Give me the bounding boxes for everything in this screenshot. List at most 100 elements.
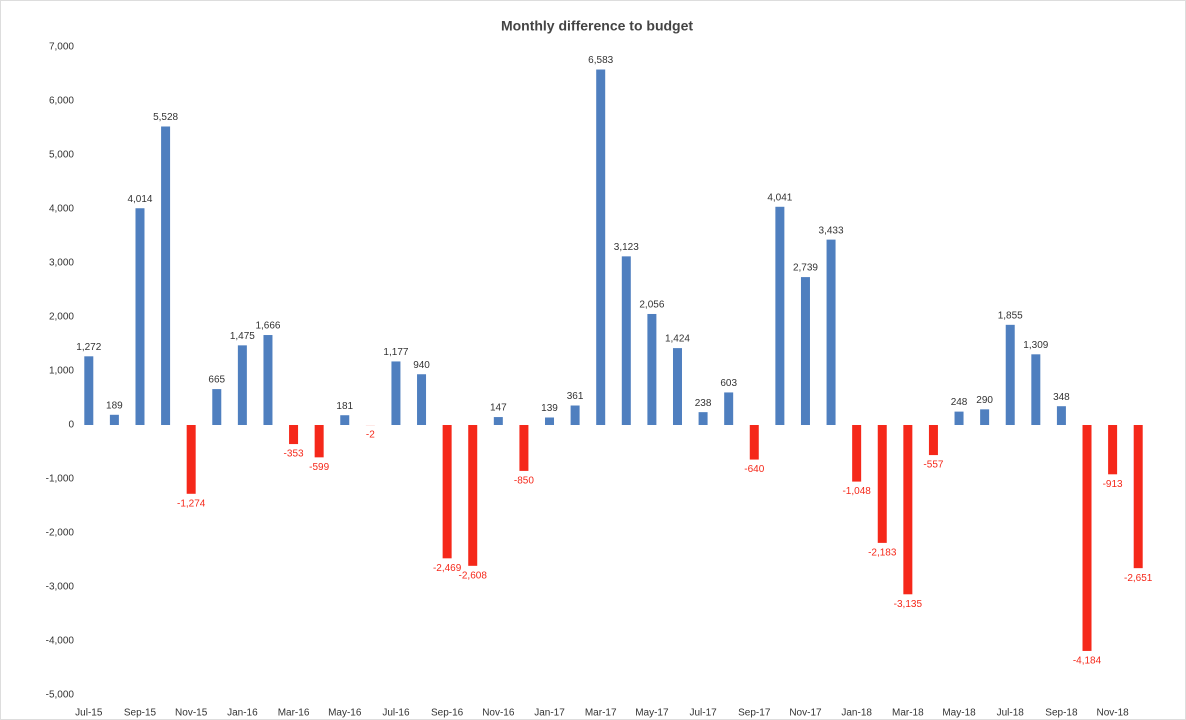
value-label: 147 <box>490 403 507 414</box>
bar <box>698 412 708 425</box>
bar <box>775 206 785 425</box>
bar <box>877 425 887 543</box>
value-label: -913 <box>1103 479 1123 490</box>
bar <box>749 425 759 460</box>
value-label: -353 <box>284 449 304 460</box>
value-label: 139 <box>541 403 558 414</box>
value-label: -2,469 <box>433 563 462 574</box>
y-tick-label: -3,000 <box>46 582 75 593</box>
value-label: 1,666 <box>255 321 280 332</box>
bar <box>1031 354 1041 425</box>
value-label: 1,309 <box>1023 340 1048 351</box>
x-tick-label: Jul-17 <box>689 708 717 719</box>
bar <box>672 348 682 425</box>
bar <box>109 414 119 425</box>
value-label: 361 <box>567 391 584 402</box>
bar <box>391 361 401 425</box>
value-label: 2,056 <box>639 300 664 311</box>
x-tick-label: Jul-16 <box>382 708 410 719</box>
value-label: 290 <box>976 395 993 406</box>
value-label: 603 <box>720 378 737 389</box>
bar <box>980 409 990 425</box>
x-tick-label: May-16 <box>328 708 362 719</box>
bar <box>237 345 247 425</box>
bar <box>570 405 580 425</box>
y-tick-label: -5,000 <box>46 690 75 701</box>
x-tick-label: Sep-16 <box>431 708 464 719</box>
value-label: 248 <box>951 397 968 408</box>
chart-title: Monthly difference to budget <box>501 18 693 34</box>
bar <box>84 356 94 425</box>
bar <box>1082 425 1092 651</box>
value-label: -557 <box>923 460 943 471</box>
value-label: -1,048 <box>842 486 871 497</box>
x-tick-label: Sep-17 <box>738 708 771 719</box>
value-label: 4,041 <box>767 192 792 203</box>
x-tick-label: Mar-17 <box>585 708 617 719</box>
value-label: 940 <box>413 360 430 371</box>
x-tick-label: Jul-15 <box>75 708 103 719</box>
bar <box>314 425 324 458</box>
value-label: -640 <box>744 464 764 475</box>
bar <box>519 425 529 471</box>
x-tick-label: May-17 <box>635 708 669 719</box>
value-label: -2,183 <box>868 548 897 559</box>
y-tick-label: 2,000 <box>49 312 74 323</box>
bar <box>212 389 222 425</box>
x-tick-label: Sep-15 <box>124 708 157 719</box>
value-label: 181 <box>336 401 353 412</box>
bar <box>442 425 452 559</box>
value-label: 4,014 <box>127 194 152 205</box>
x-tick-label: Mar-18 <box>892 708 924 719</box>
bar <box>161 126 171 425</box>
value-label: 1,177 <box>383 347 408 358</box>
y-tick-label: 0 <box>68 420 74 431</box>
value-label: -850 <box>514 476 534 487</box>
x-tick-label: Jan-17 <box>534 708 565 719</box>
value-label: 1,424 <box>665 334 690 345</box>
value-label: 5,528 <box>153 112 178 123</box>
y-tick-label: -1,000 <box>46 474 75 485</box>
x-tick-label: Nov-18 <box>1096 708 1129 719</box>
value-label: -2,608 <box>459 570 488 581</box>
bar <box>186 425 196 494</box>
value-label: 238 <box>695 398 712 409</box>
bar <box>545 417 555 425</box>
y-tick-label: 4,000 <box>49 204 74 215</box>
value-label: 1,855 <box>998 310 1023 321</box>
y-tick-label: -2,000 <box>46 528 75 539</box>
value-label: -1,274 <box>177 498 206 509</box>
bar <box>800 277 810 425</box>
x-tick-label: Jan-18 <box>841 708 872 719</box>
value-label: 2,739 <box>793 263 818 274</box>
x-tick-label: May-18 <box>942 708 976 719</box>
value-label: 3,123 <box>614 242 639 253</box>
bar <box>1056 406 1066 425</box>
x-tick-label: Sep-18 <box>1045 708 1078 719</box>
value-label: 1,475 <box>230 331 255 342</box>
value-label: 3,433 <box>819 225 844 236</box>
x-tick-label: Jan-16 <box>227 708 258 719</box>
bar <box>596 69 606 425</box>
bar <box>340 415 350 425</box>
value-label: -2 <box>366 430 375 441</box>
bar <box>954 411 964 425</box>
x-tick-label: Nov-15 <box>175 708 208 719</box>
x-tick-label: Mar-16 <box>278 708 310 719</box>
x-tick-label: Jul-18 <box>997 708 1025 719</box>
y-tick-label: -4,000 <box>46 636 75 647</box>
bar <box>493 417 503 425</box>
bar <box>621 256 631 425</box>
y-tick-label: 3,000 <box>49 258 74 269</box>
value-label: -3,135 <box>894 599 923 610</box>
x-tick-label: Nov-16 <box>482 708 515 719</box>
bar <box>468 425 478 566</box>
y-tick-label: 7,000 <box>49 42 74 53</box>
bar <box>647 313 657 425</box>
value-label: 348 <box>1053 392 1070 403</box>
bar <box>417 374 427 425</box>
bar <box>826 239 836 425</box>
bar <box>852 425 862 482</box>
bar <box>724 392 734 425</box>
